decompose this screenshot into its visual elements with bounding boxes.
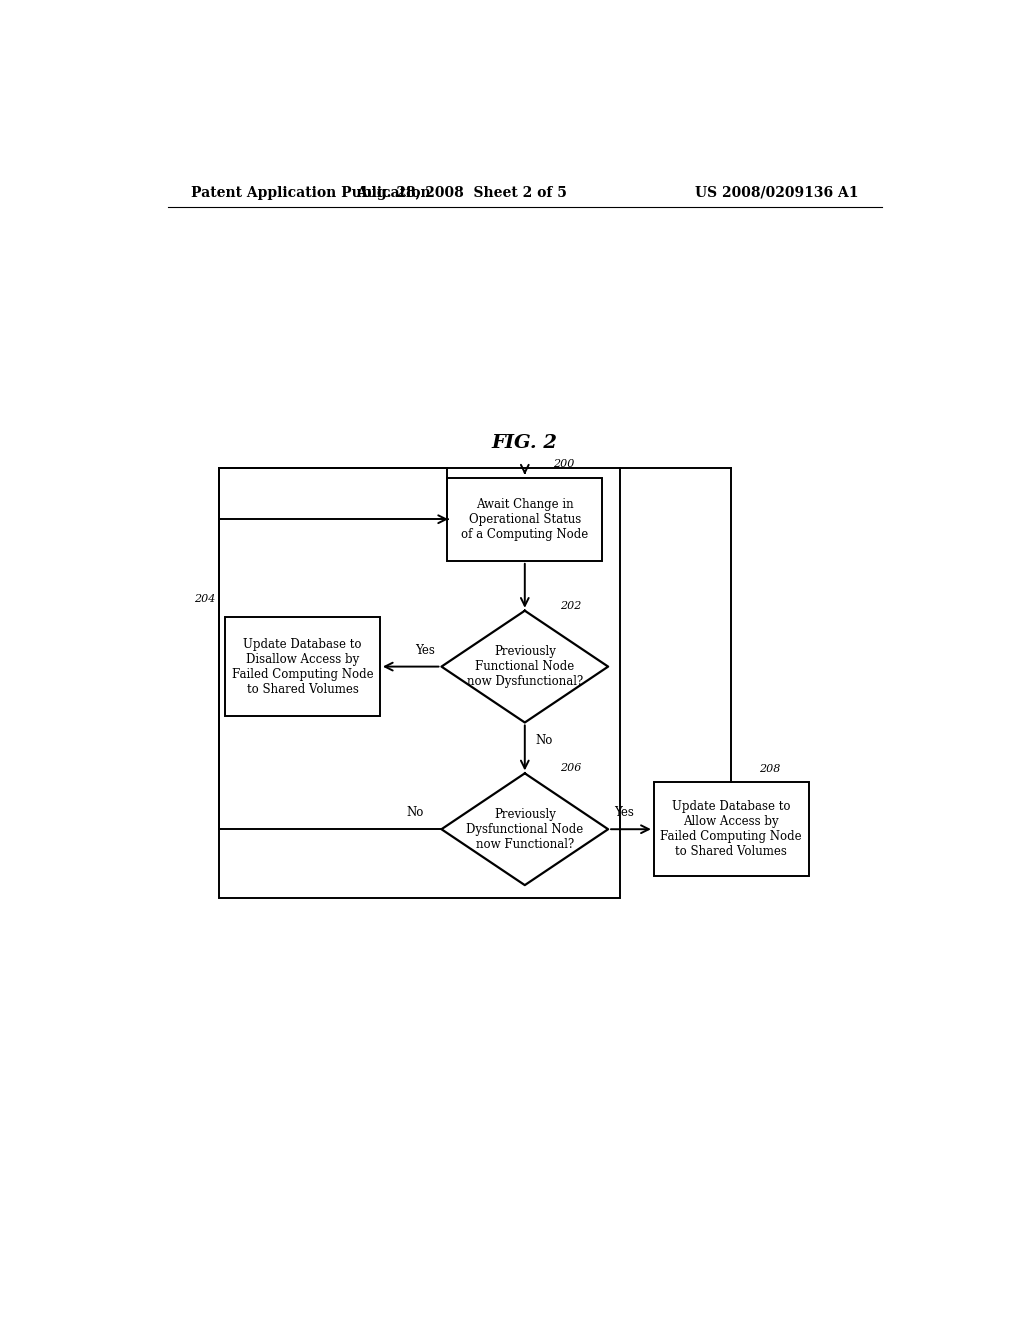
Text: 206: 206	[560, 763, 582, 774]
Text: Previously
Functional Node
now Dysfunctional?: Previously Functional Node now Dysfuncti…	[467, 645, 583, 688]
Text: Await Change in
Operational Status
of a Computing Node: Await Change in Operational Status of a …	[461, 498, 589, 541]
Text: Aug. 28, 2008  Sheet 2 of 5: Aug. 28, 2008 Sheet 2 of 5	[356, 186, 566, 199]
Text: 208: 208	[759, 764, 780, 775]
FancyBboxPatch shape	[225, 616, 380, 717]
FancyBboxPatch shape	[447, 478, 602, 561]
Polygon shape	[441, 611, 608, 722]
Text: Update Database to
Disallow Access by
Failed Computing Node
to Shared Volumes: Update Database to Disallow Access by Fa…	[231, 638, 374, 696]
Text: FIG. 2: FIG. 2	[492, 434, 558, 451]
Text: Yes: Yes	[416, 644, 435, 657]
Text: 200: 200	[553, 459, 573, 470]
Text: 204: 204	[194, 594, 215, 603]
Text: Update Database to
Allow Access by
Failed Computing Node
to Shared Volumes: Update Database to Allow Access by Faile…	[660, 800, 802, 858]
Text: Yes: Yes	[614, 807, 634, 820]
Text: Patent Application Publication: Patent Application Publication	[191, 186, 431, 199]
Text: 202: 202	[560, 601, 582, 611]
FancyBboxPatch shape	[653, 783, 809, 876]
Text: US 2008/0209136 A1: US 2008/0209136 A1	[694, 186, 858, 199]
Text: No: No	[536, 734, 553, 747]
Text: Previously
Dysfunctional Node
now Functional?: Previously Dysfunctional Node now Functi…	[466, 808, 584, 850]
Polygon shape	[441, 774, 608, 886]
Text: No: No	[407, 807, 424, 820]
